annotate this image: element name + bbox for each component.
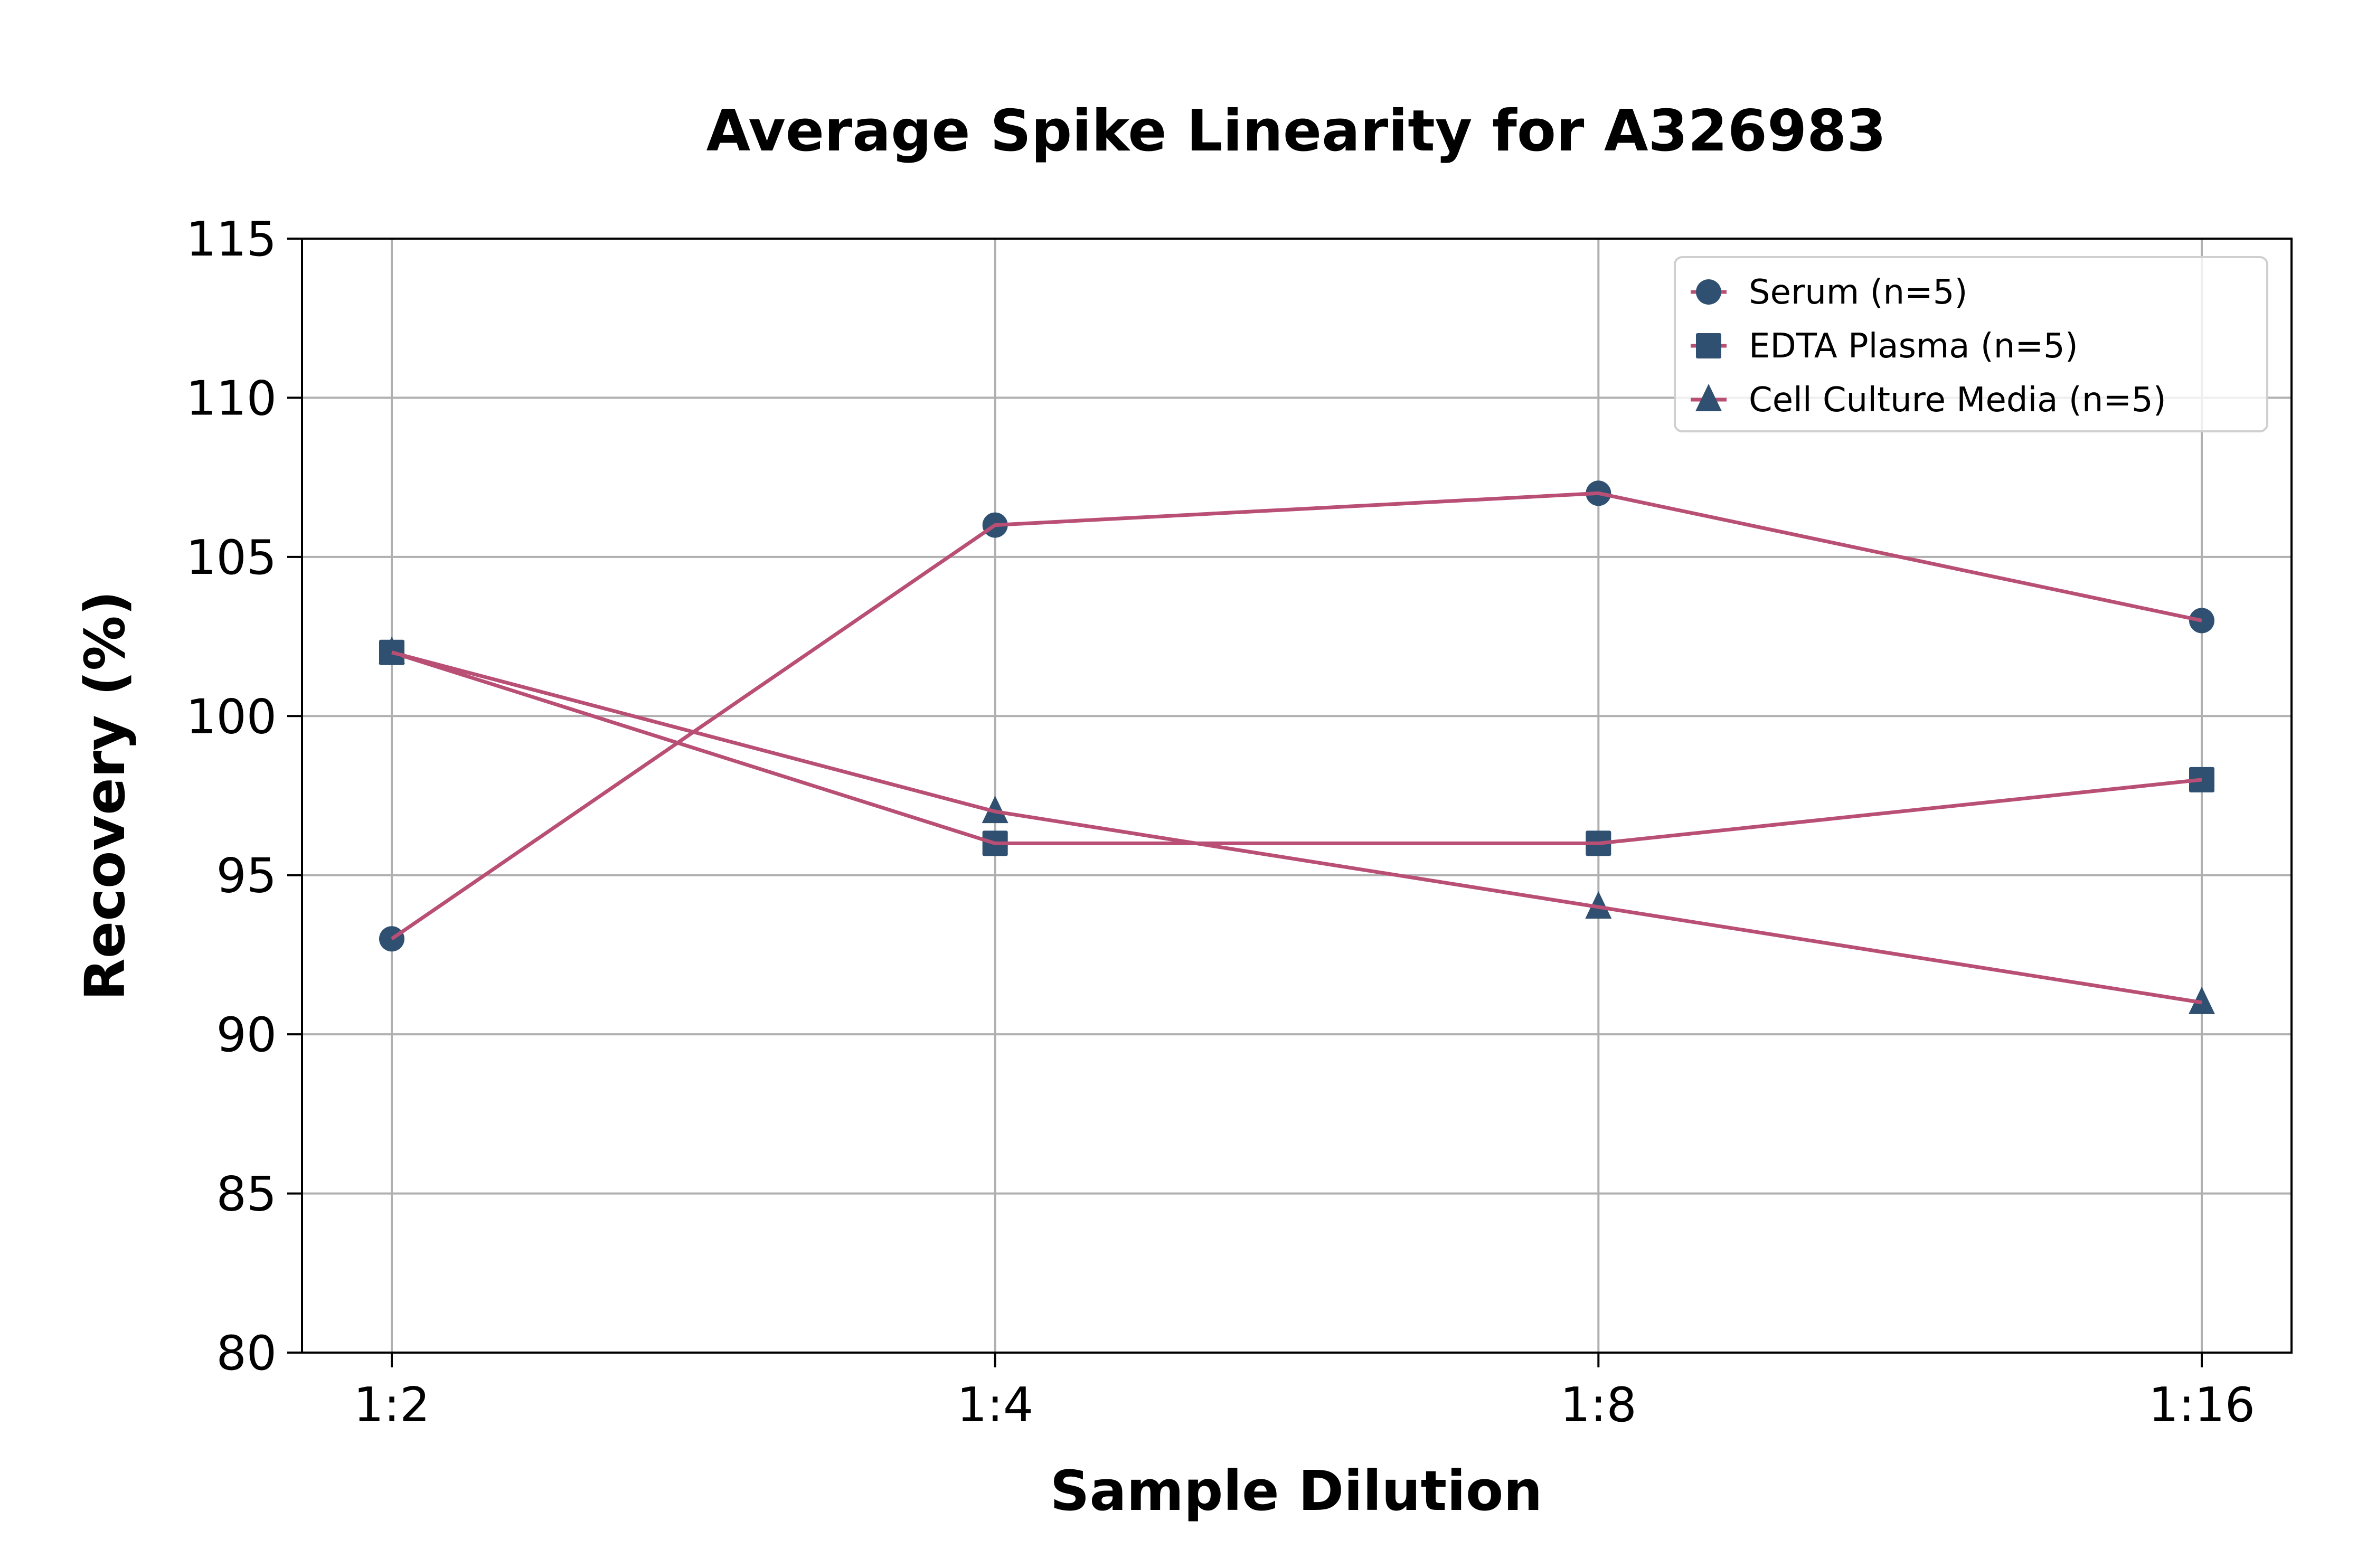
y-tick-label: 85 (216, 1167, 277, 1222)
legend-box (1674, 256, 2268, 432)
series-group (379, 480, 2215, 1014)
y-tick-label: 90 (216, 1007, 277, 1063)
legend-item: Cell Culture Media (n=5) (1691, 381, 2166, 420)
data-point-triangle (982, 796, 1008, 824)
series-square (379, 639, 2214, 856)
x-tick-label: 1:8 (1560, 1377, 1637, 1433)
legend-marker-triangle-icon (1695, 384, 1722, 411)
series-triangle (379, 636, 2215, 1014)
legend-label: EDTA Plasma (n=5) (1749, 327, 2078, 366)
series-line (391, 650, 2202, 1005)
x-tick-label: 1:16 (2148, 1377, 2255, 1433)
legend-item: Serum (n=5) (1691, 273, 1967, 312)
x-tick-label: 1:4 (957, 1377, 1033, 1433)
series-line (391, 650, 2202, 845)
legend-label: Serum (n=5) (1749, 273, 1967, 312)
y-tick-label: 100 (186, 689, 277, 744)
y-tick-label: 80 (216, 1326, 277, 1381)
data-point-triangle (2189, 986, 2215, 1014)
legend: Serum (n=5) EDTA Plasma (n=5) Cell Culture… (1674, 256, 2268, 432)
y-axis-label: Recovery (%) (73, 591, 137, 1001)
legend-marker-circle-icon (1696, 279, 1721, 305)
legend-marker-square-icon (1696, 333, 1721, 358)
x-tick-label: 1:2 (354, 1377, 430, 1433)
y-tick-label: 115 (186, 212, 277, 267)
y-tick-label: 95 (216, 848, 277, 904)
legend-item: EDTA Plasma (n=5) (1691, 327, 2078, 366)
y-tick-label: 110 (186, 371, 277, 426)
chart-title: Average Spike Linearity for A326983 (706, 98, 1887, 164)
x-axis: 1:2 1:4 1:8 1:16 (354, 1353, 2255, 1433)
plot-frame (301, 238, 2293, 1354)
y-axis: 80 85 90 95 100 105 110 115 (186, 212, 302, 1381)
y-tick-label: 105 (186, 530, 277, 585)
legend-label: Cell Culture Media (n=5) (1749, 381, 2166, 420)
data-point-triangle (1585, 891, 1612, 919)
x-axis-label: Sample Dilution (1050, 1459, 1543, 1523)
data-point-triangle (379, 636, 405, 664)
